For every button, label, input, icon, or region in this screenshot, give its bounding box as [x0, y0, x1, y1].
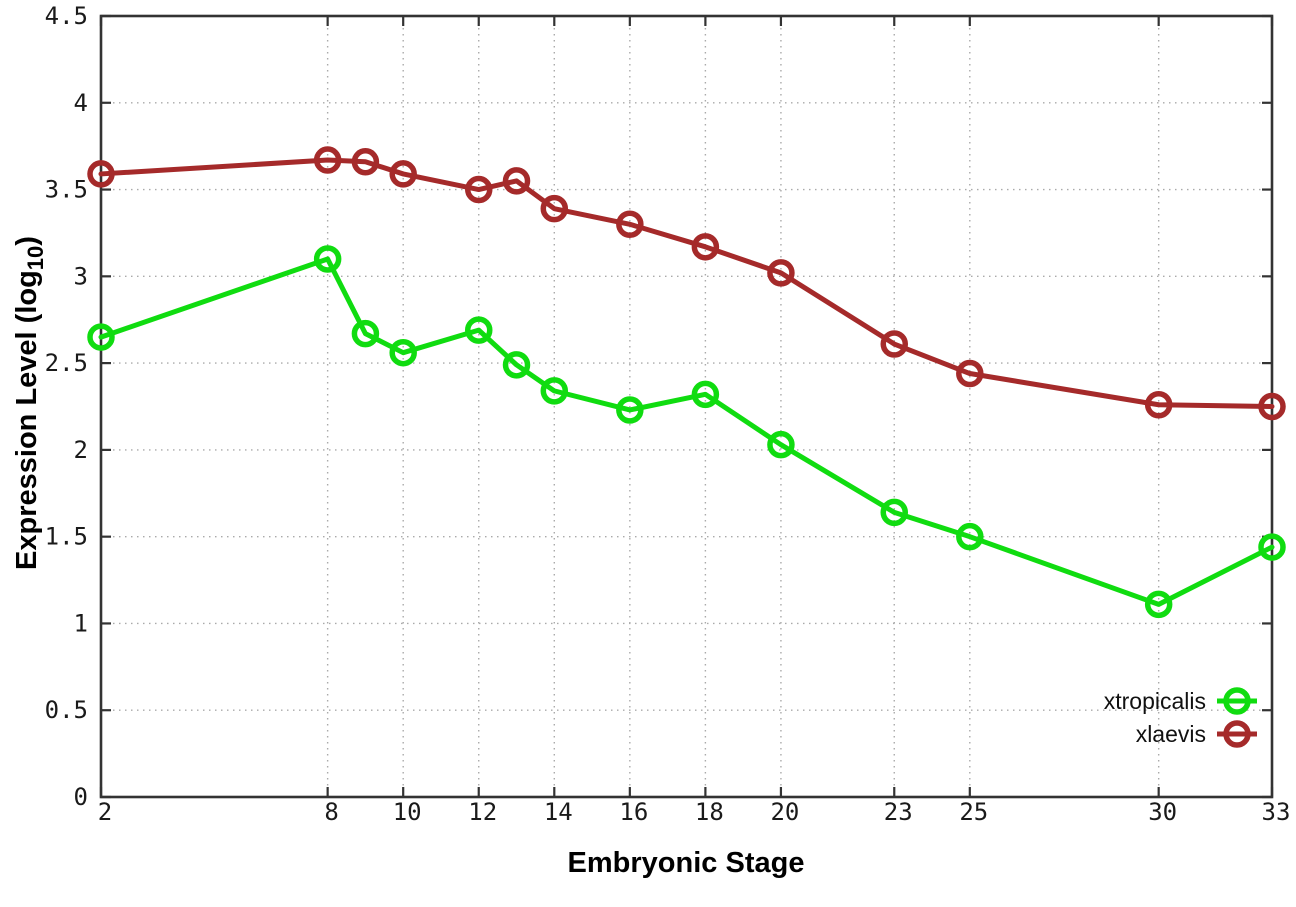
y-tick-label: 3 — [74, 262, 88, 290]
data-point-xtropicalis — [540, 377, 569, 405]
plot-border-rect — [99, 14, 1274, 799]
data-point-xtropicalis — [502, 351, 531, 379]
data-point-xtropicalis — [956, 522, 984, 551]
data-point-xlaevis — [880, 330, 909, 358]
x-axis-title: Embryonic Stage — [568, 847, 805, 879]
series-line-xtropicalis — [98, 256, 1275, 607]
data-point-xtropicalis — [1258, 533, 1286, 561]
x-tick-label: 8 — [324, 798, 338, 826]
plot-border — [99, 14, 1274, 799]
x-tick-label: 18 — [695, 798, 724, 826]
data-point-xtropicalis — [691, 380, 720, 409]
legend-label: xlaevis — [1136, 721, 1206, 747]
data-point-xtropicalis — [616, 396, 644, 424]
x-tick-label: 16 — [619, 798, 648, 826]
gridlines — [101, 16, 1272, 797]
y-axis-title: Expression Level (log10) — [11, 236, 48, 570]
data-point-xtropicalis — [351, 319, 380, 348]
data-point-xlaevis — [540, 194, 569, 223]
data-point-xlaevis — [464, 175, 493, 204]
x-tick-label: 12 — [468, 798, 497, 826]
data-series — [87, 146, 1286, 619]
y-tick-label: 0.5 — [45, 696, 88, 724]
legend-label: xtropicalis — [1104, 688, 1206, 714]
data-point-xtropicalis — [87, 323, 115, 351]
data-point-xtropicalis — [313, 245, 342, 273]
legend-marker — [1223, 720, 1251, 748]
data-point-xlaevis — [502, 167, 531, 195]
data-point-xlaevis — [616, 210, 644, 239]
y-tick-label: 0 — [74, 783, 88, 811]
x-tick-label: 25 — [959, 798, 988, 826]
x-tick-label: 14 — [544, 798, 573, 826]
data-point-xlaevis — [313, 146, 342, 174]
data-point-xtropicalis — [767, 430, 795, 459]
series-line-xlaevis — [98, 157, 1275, 409]
series-xlaevis — [87, 146, 1286, 421]
data-point-xtropicalis — [880, 498, 909, 527]
legend-item-xtropicalis: xtropicalis — [1104, 687, 1257, 715]
x-tick-label: 10 — [393, 798, 422, 826]
data-point-xlaevis — [1258, 392, 1286, 421]
y-tick-label: 1.5 — [45, 523, 88, 551]
x-tick-label: 30 — [1148, 798, 1177, 826]
data-point-xlaevis — [389, 160, 417, 188]
data-point-xtropicalis — [389, 338, 417, 367]
data-point-xlaevis — [956, 359, 984, 388]
y-tick-label: 2.5 — [45, 349, 88, 377]
legend: xtropicalis xlaevis — [1104, 687, 1257, 748]
data-point-xlaevis — [691, 233, 720, 261]
x-tick-label: 20 — [770, 798, 799, 826]
y-tick-label: 3.5 — [45, 176, 88, 204]
x-tick-label: 33 — [1262, 798, 1291, 826]
data-point-xlaevis — [351, 148, 380, 176]
tick-labels: 2 8 10 12 14 16 18 20 23 25 30 33 0 0.5 1 1.5 2 2.5 3 3.5 4 4… — [45, 2, 1291, 826]
data-point-xtropicalis — [464, 316, 493, 344]
data-point-xlaevis — [87, 160, 115, 188]
x-tick-label: 2 — [98, 798, 112, 826]
data-point-xtropicalis — [1144, 590, 1173, 619]
y-tick-label: 4.5 — [45, 2, 88, 30]
y-tick-label: 2 — [74, 436, 88, 464]
y-tick-label: 4 — [74, 89, 88, 117]
data-point-xlaevis — [767, 259, 795, 287]
axis-ticks — [99, 14, 1274, 799]
x-tick-label: 23 — [884, 798, 913, 826]
series-xtropicalis — [87, 245, 1286, 619]
y-tick-label: 1 — [74, 609, 88, 637]
legend-item-xlaevis: xlaevis — [1136, 720, 1257, 748]
data-point-xlaevis — [1144, 391, 1173, 419]
legend-marker — [1223, 687, 1251, 715]
